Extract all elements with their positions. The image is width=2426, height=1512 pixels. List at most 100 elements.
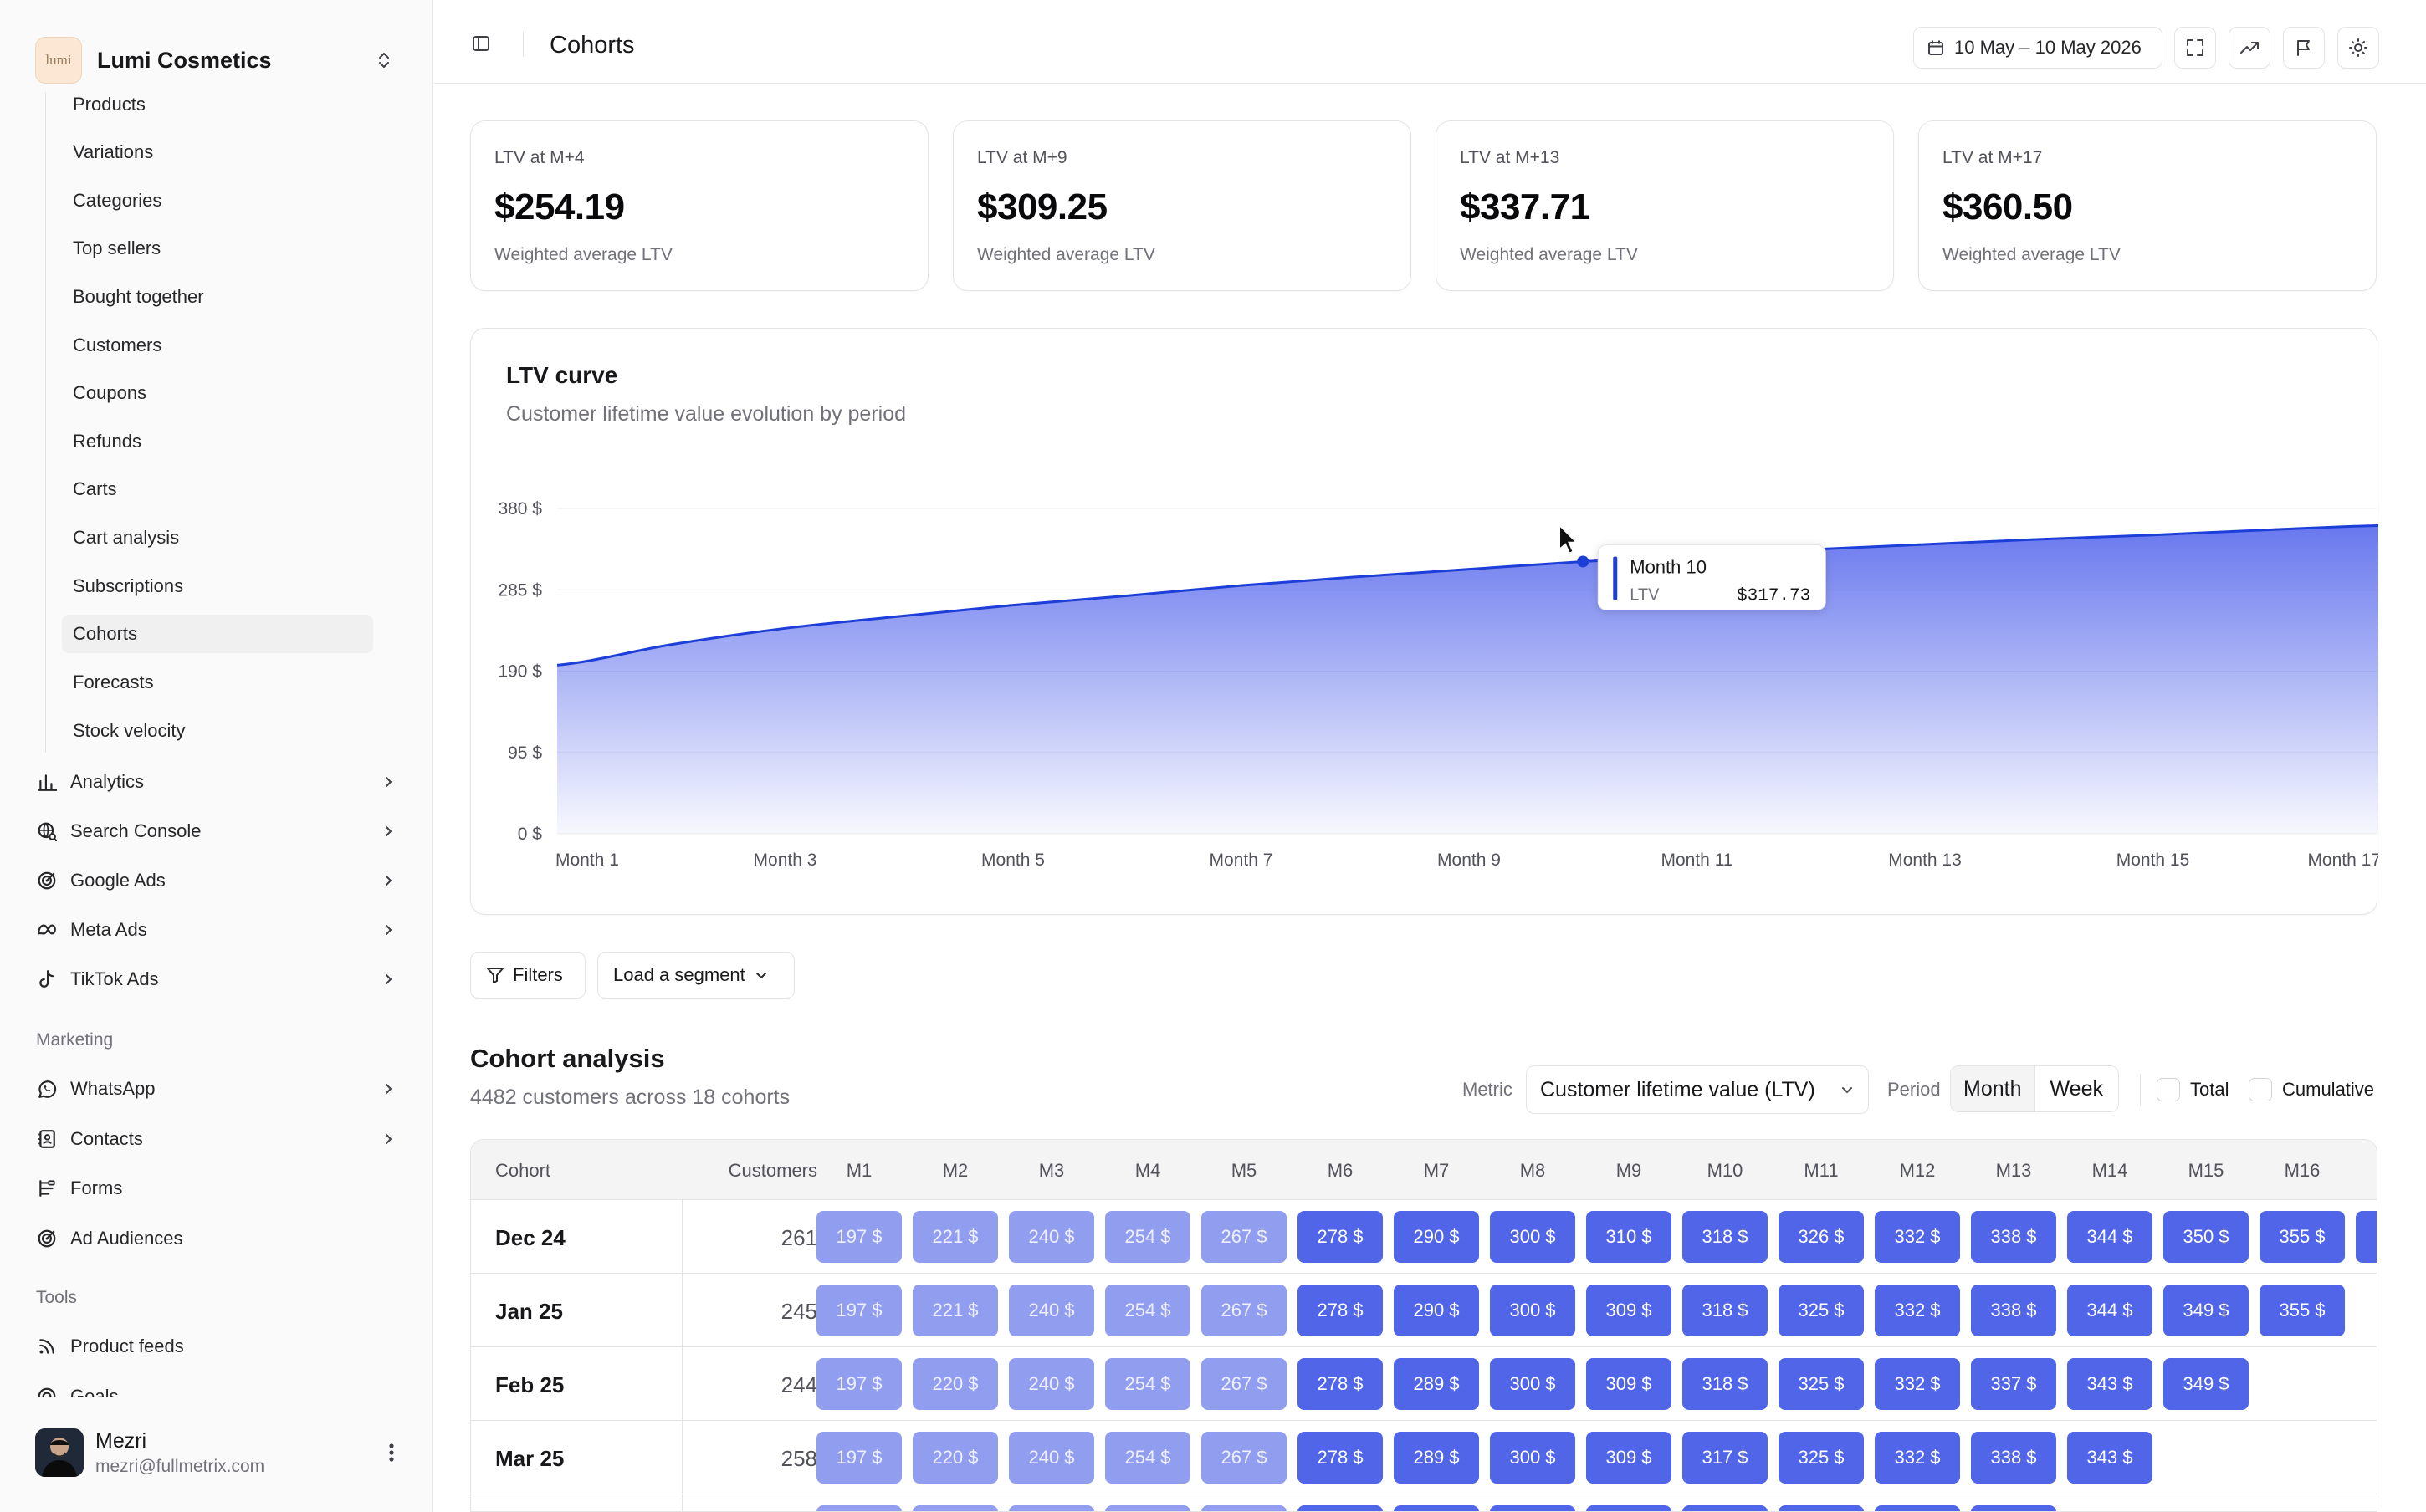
table-row[interactable]: Mar 25 258 197 $220 $240 $254 $267 $278 $2… [471, 1421, 2377, 1494]
sidebar-toggle-icon[interactable] [468, 30, 494, 57]
table-row[interactable] [471, 1494, 2377, 1511]
cohort-cell[interactable]: 254 $ [1105, 1432, 1190, 1484]
workspace-switcher[interactable]: lumi Lumi Cosmetics [35, 35, 397, 85]
cohort-cell[interactable] [1875, 1505, 1960, 1511]
sidebar-item-ad-audiences[interactable]: Ad Audiences [35, 1219, 400, 1258]
cohort-cell[interactable]: 240 $ [1009, 1211, 1094, 1263]
cohort-cell[interactable]: 267 $ [1201, 1358, 1287, 1410]
cohort-cell[interactable]: 326 $ [1779, 1211, 1864, 1263]
cohort-cell[interactable]: 309 $ [1586, 1358, 1671, 1410]
cohort-cell-overflow[interactable] [2356, 1211, 2377, 1263]
cohort-cell[interactable]: 344 $ [2067, 1211, 2152, 1263]
load-segment-button[interactable]: Load a segment [597, 952, 795, 999]
cohort-cell[interactable]: 343 $ [2067, 1432, 2152, 1484]
cohort-cell[interactable]: 197 $ [816, 1211, 902, 1263]
sidebar-item-products[interactable]: Products [62, 92, 373, 124]
sidebar-item-stock-velocity[interactable]: Stock velocity [62, 712, 373, 750]
cohort-cell[interactable]: 254 $ [1105, 1285, 1190, 1336]
cohort-cell[interactable]: 318 $ [1682, 1285, 1768, 1336]
cumulative-checkbox[interactable] [2249, 1078, 2272, 1101]
table-row[interactable]: Dec 24 261 197 $221 $240 $254 $267 $278 $2… [471, 1200, 2377, 1274]
cohort-cell[interactable]: 332 $ [1875, 1358, 1960, 1410]
sidebar-group-meta-ads[interactable]: Meta Ads [35, 911, 400, 949]
sidebar-item-variations[interactable]: Variations [62, 133, 373, 171]
cohort-cell[interactable]: 332 $ [1875, 1432, 1960, 1484]
data-point[interactable] [1577, 555, 1589, 568]
cohort-cell[interactable]: 344 $ [2067, 1285, 2152, 1336]
cohort-cell[interactable]: 309 $ [1586, 1285, 1671, 1336]
cohort-cell[interactable]: 278 $ [1297, 1211, 1383, 1263]
cohort-cell[interactable]: 300 $ [1490, 1211, 1575, 1263]
ltv-area-chart[interactable]: 0 $ 95 $ 190 $ 285 $ 380 $ Month 1 Month 3 Mont… [471, 329, 2378, 916]
cohort-cell[interactable]: 289 $ [1394, 1432, 1479, 1484]
cohort-cell[interactable]: 325 $ [1779, 1358, 1864, 1410]
cohort-cell[interactable] [1201, 1505, 1287, 1511]
cohort-cell[interactable]: 349 $ [2163, 1285, 2249, 1336]
cohort-cell[interactable]: 309 $ [1586, 1432, 1671, 1484]
sidebar-item-contacts[interactable]: Contacts [35, 1120, 400, 1158]
cohort-cell[interactable]: 290 $ [1394, 1285, 1479, 1336]
cohort-cell[interactable] [1490, 1505, 1575, 1511]
cohort-cell[interactable] [1297, 1505, 1383, 1511]
cohort-cell[interactable]: 254 $ [1105, 1358, 1190, 1410]
metric-select[interactable]: Customer lifetime value (LTV) [1526, 1065, 1869, 1114]
cohort-cell[interactable]: 355 $ [2260, 1211, 2345, 1263]
table-row[interactable]: Feb 25 244 197 $220 $240 $254 $267 $278 $2… [471, 1347, 2377, 1421]
cohort-cell[interactable]: 343 $ [2067, 1358, 2152, 1410]
cohort-cell[interactable]: 278 $ [1297, 1432, 1383, 1484]
cohort-cell[interactable]: 197 $ [816, 1358, 902, 1410]
sidebar-item-cart-analysis[interactable]: Cart analysis [62, 518, 373, 557]
cohort-cell[interactable]: 318 $ [1682, 1211, 1768, 1263]
sidebar-item-subscriptions[interactable]: Subscriptions [62, 567, 373, 605]
cohort-cell[interactable] [816, 1505, 902, 1511]
sidebar-item-cohorts[interactable]: Cohorts [62, 615, 373, 653]
sidebar-item-refunds[interactable]: Refunds [62, 422, 373, 461]
cohort-cell[interactable]: 290 $ [1394, 1211, 1479, 1263]
sidebar-group-google-ads[interactable]: Google Ads [35, 861, 400, 900]
cohort-cell[interactable]: 332 $ [1875, 1211, 1960, 1263]
cohort-cell[interactable]: 197 $ [816, 1285, 902, 1336]
cohort-cell[interactable] [1394, 1505, 1479, 1511]
sidebar-item-coupons[interactable]: Coupons [62, 374, 373, 412]
cohort-cell[interactable]: 318 $ [1682, 1358, 1768, 1410]
cohort-cell[interactable]: 240 $ [1009, 1432, 1094, 1484]
cohort-cell[interactable]: 317 $ [1682, 1432, 1768, 1484]
sidebar-item-goals[interactable]: Goals [35, 1377, 400, 1397]
period-option-month[interactable]: Month [1951, 1066, 2035, 1111]
cohort-cell[interactable]: 220 $ [913, 1432, 998, 1484]
cohort-cell[interactable] [1105, 1505, 1190, 1511]
cohort-cell[interactable]: 278 $ [1297, 1358, 1383, 1410]
cohort-cell[interactable]: 289 $ [1394, 1358, 1479, 1410]
sidebar-item-carts[interactable]: Carts [62, 470, 373, 508]
sidebar-item-bought-together[interactable]: Bought together [62, 278, 373, 316]
cohort-cell[interactable]: 338 $ [1971, 1432, 2056, 1484]
filters-button[interactable]: Filters [470, 952, 586, 999]
cohort-cell[interactable]: 349 $ [2163, 1358, 2249, 1410]
sidebar-item-categories[interactable]: Categories [62, 181, 373, 220]
cohort-cell[interactable]: 337 $ [1971, 1358, 2056, 1410]
cohort-cell[interactable]: 267 $ [1201, 1285, 1287, 1336]
cohort-cell[interactable] [1586, 1505, 1671, 1511]
trend-button[interactable] [2229, 27, 2270, 69]
cohort-cell[interactable] [1009, 1505, 1094, 1511]
cohort-cell[interactable]: 278 $ [1297, 1285, 1383, 1336]
sidebar-group-search-console[interactable]: Search Console [35, 812, 400, 850]
cohort-cell[interactable]: 254 $ [1105, 1211, 1190, 1263]
cohort-cell[interactable]: 338 $ [1971, 1285, 2056, 1336]
sidebar-item-customers[interactable]: Customers [62, 326, 373, 365]
flag-button[interactable] [2283, 27, 2325, 69]
table-row[interactable]: Jan 25 245 197 $221 $240 $254 $267 $278 $2… [471, 1274, 2377, 1347]
cohort-cell[interactable] [1779, 1505, 1864, 1511]
cohort-cell[interactable]: 310 $ [1586, 1211, 1671, 1263]
sidebar-item-whatsapp[interactable]: WhatsApp [35, 1070, 400, 1108]
cohort-cell[interactable]: 267 $ [1201, 1432, 1287, 1484]
cohort-cell[interactable]: 325 $ [1779, 1432, 1864, 1484]
fullscreen-button[interactable] [2174, 27, 2216, 69]
cohort-cell[interactable]: 221 $ [913, 1285, 998, 1336]
period-option-week[interactable]: Week [2050, 1076, 2103, 1101]
cohort-cell[interactable]: 300 $ [1490, 1285, 1575, 1336]
cohort-cell[interactable]: 221 $ [913, 1211, 998, 1263]
cohort-cell[interactable]: 332 $ [1875, 1285, 1960, 1336]
date-range-button[interactable]: 10 May – 10 May 2026 [1913, 27, 2162, 69]
cohort-cell[interactable]: 338 $ [1971, 1211, 2056, 1263]
